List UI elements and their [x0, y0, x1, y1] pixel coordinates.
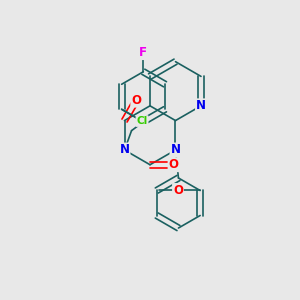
- Text: O: O: [131, 94, 141, 107]
- Text: N: N: [119, 143, 130, 157]
- Text: N: N: [170, 143, 181, 157]
- Text: O: O: [173, 184, 183, 197]
- Text: N: N: [196, 99, 206, 112]
- Text: F: F: [139, 46, 147, 59]
- Text: Cl: Cl: [136, 116, 148, 126]
- Text: O: O: [169, 158, 178, 171]
